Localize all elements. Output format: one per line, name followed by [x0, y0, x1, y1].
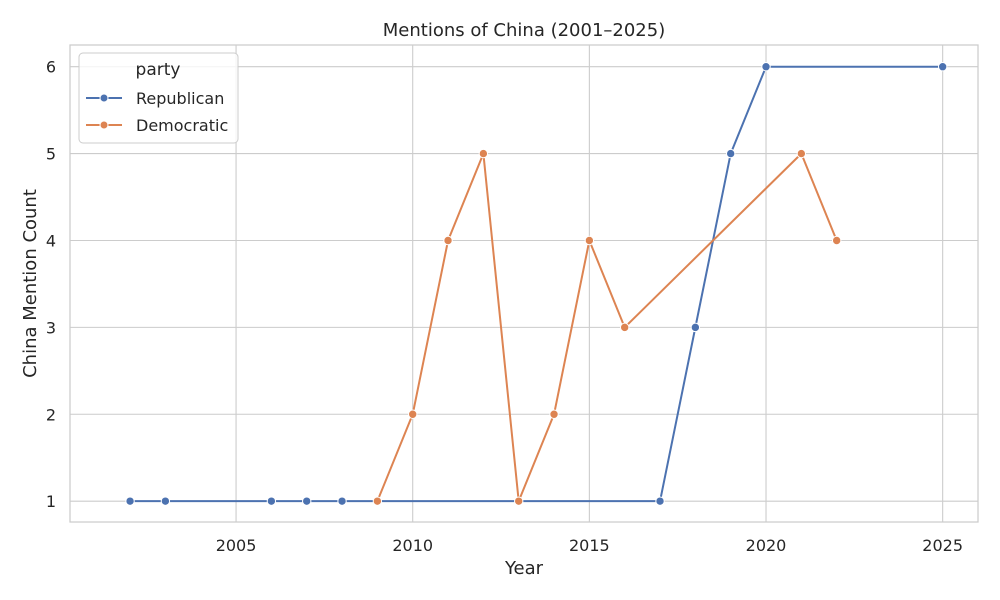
series-republican: [125, 62, 948, 506]
data-point-democratic: [408, 409, 418, 419]
x-tick-label: 2015: [569, 536, 610, 555]
series-line-republican: [130, 65, 943, 503]
x-tick-label: 2010: [392, 536, 433, 555]
chart-title: Mentions of China (2001–2025): [383, 20, 665, 41]
y-axis-label: China Mention Count: [20, 189, 41, 378]
legend-item-republican: Republican: [86, 89, 224, 108]
data-point-republican: [655, 496, 665, 506]
legend-item-democratic: Democratic: [86, 116, 228, 135]
legend-label-democratic: Democratic: [136, 116, 228, 135]
data-point-republican: [160, 496, 171, 506]
legend-label-republican: Republican: [136, 89, 224, 108]
y-tick-label: 5: [46, 145, 56, 164]
data-point-republican: [266, 496, 277, 506]
legend-title: party: [136, 60, 181, 80]
legend-marker-democratic: [99, 120, 109, 130]
y-tick-label: 3: [46, 318, 56, 337]
legend-box: [78, 52, 239, 144]
y-tick-label: 4: [46, 231, 56, 250]
x-tick-label: 2025: [922, 536, 963, 555]
data-point-republican: [690, 322, 701, 333]
data-point-democratic: [619, 322, 630, 333]
data-point-republican: [761, 62, 771, 72]
x-axis-label: Year: [504, 558, 544, 579]
data-point-republican: [937, 62, 948, 72]
data-point-democratic: [514, 496, 524, 506]
data-point-republican: [725, 148, 736, 159]
legend-marker-republican: [99, 93, 109, 103]
plot-frame: [69, 44, 979, 523]
data-point-democratic: [796, 148, 807, 159]
legend: party Republican Democratic: [78, 52, 239, 144]
y-tick-label: 1: [46, 492, 56, 511]
series-democratic: [372, 148, 842, 506]
data-point-democratic: [584, 235, 595, 246]
tick-labels: 2005 2010 2015 2020 2025 1 2 3 4 5 6: [46, 58, 963, 555]
data-point-republican: [337, 496, 347, 506]
data-point-democratic: [478, 148, 489, 159]
data-point-democratic: [549, 409, 559, 419]
data-point-democratic: [831, 235, 842, 246]
series-layer: [125, 62, 948, 506]
data-point-democratic: [443, 235, 453, 246]
x-tick-label: 2020: [746, 536, 787, 555]
x-tick-label: 2005: [216, 536, 257, 555]
y-tick-label: 6: [46, 58, 56, 77]
y-tick-label: 2: [46, 405, 56, 424]
data-point-republican: [125, 496, 135, 506]
data-point-democratic: [372, 496, 383, 506]
data-point-republican: [302, 496, 312, 506]
series-line-democratic: [376, 152, 838, 503]
